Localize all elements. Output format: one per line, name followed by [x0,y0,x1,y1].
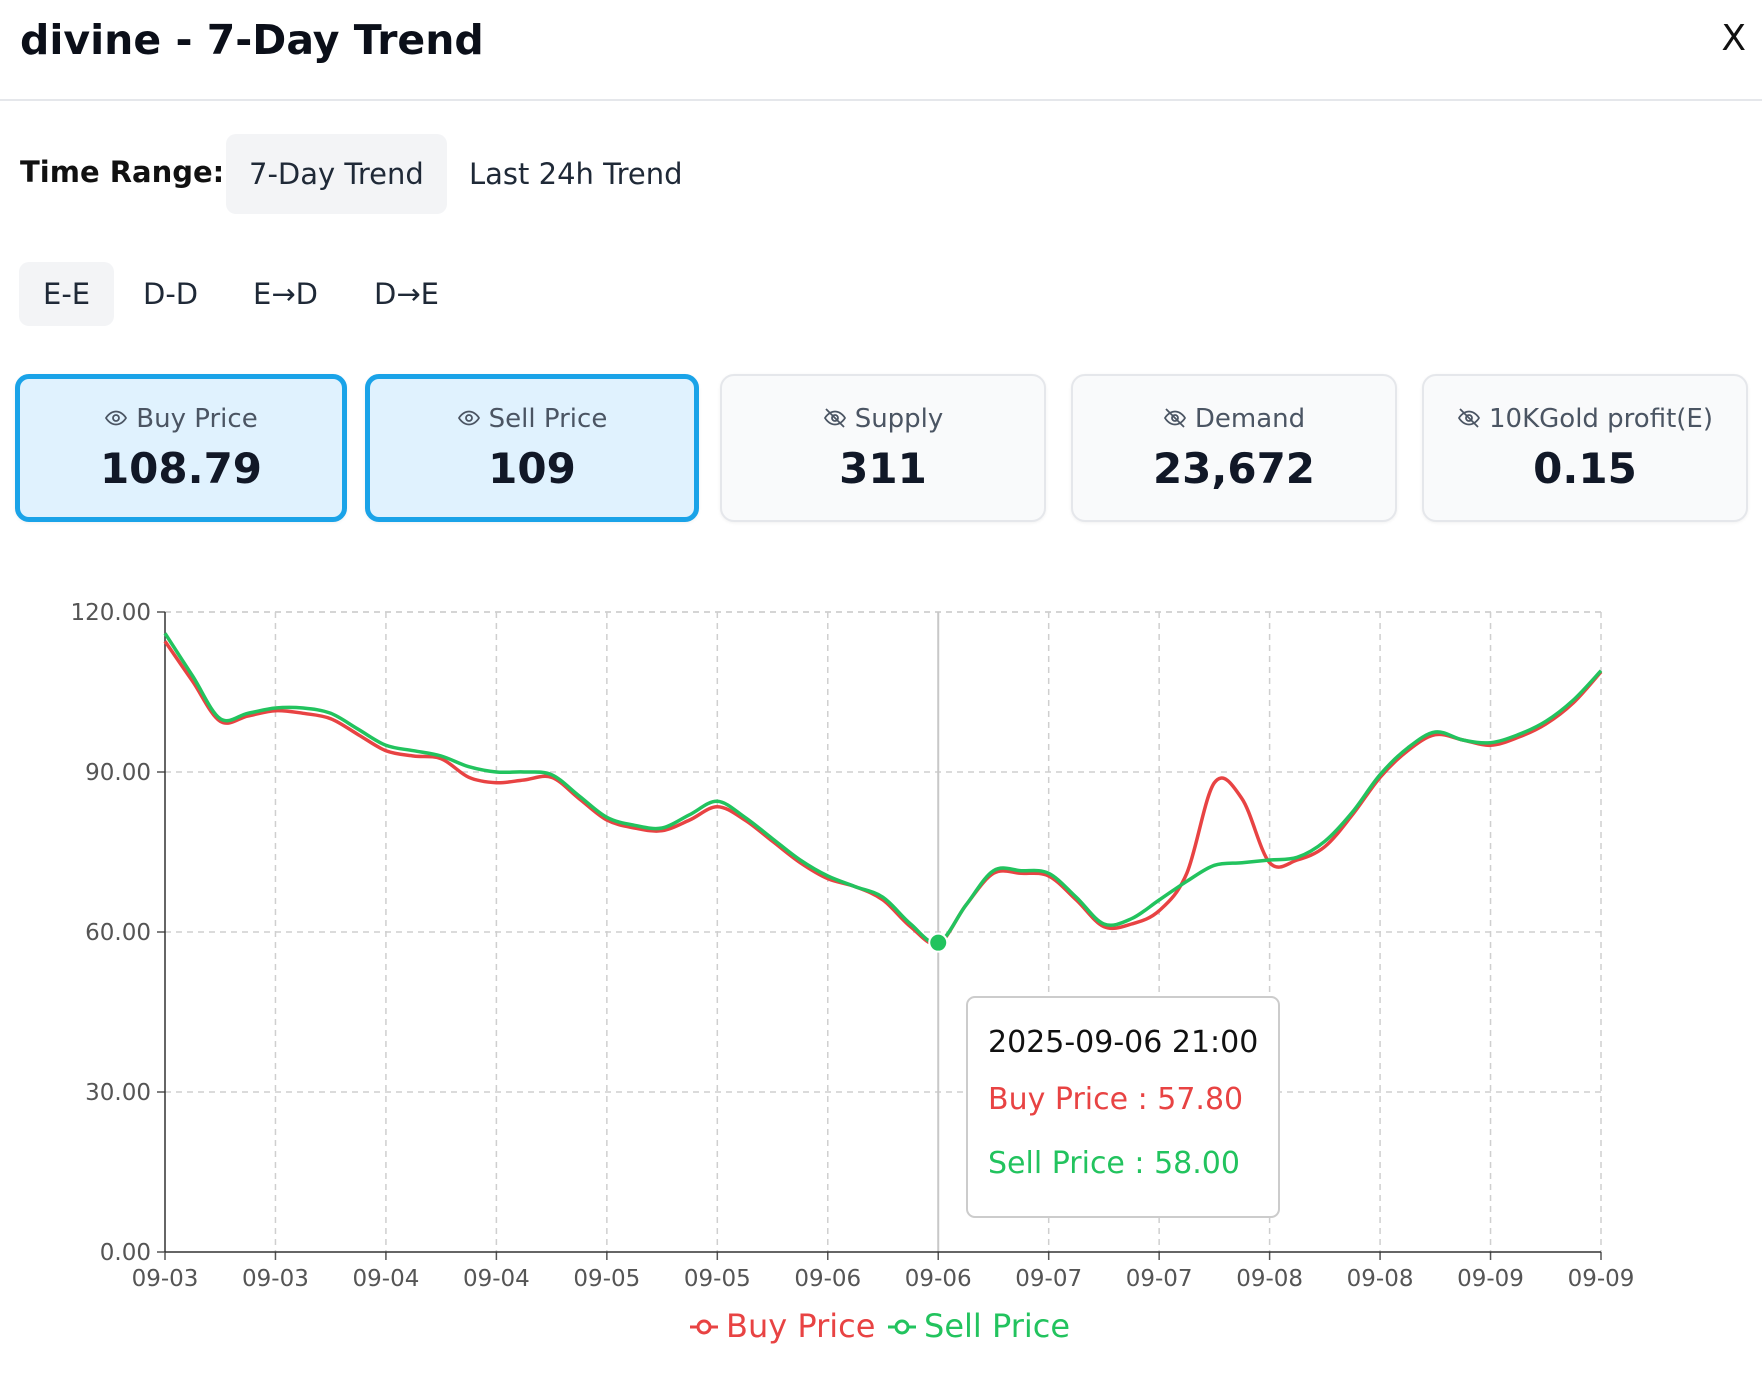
tab-last-24h-trend[interactable]: Last 24h Trend [469,157,683,191]
stat-label: Demand [1194,404,1306,434]
eye-off-icon [823,408,846,428]
mode-d-to-e-button[interactable]: D→E [374,277,439,311]
y-tick-label: 120.00 [71,600,151,626]
legend-item: Buy Price [690,1307,875,1345]
y-tick-label: 0.00 [100,1240,151,1266]
mode-d-d-button[interactable]: D-D [143,277,199,311]
x-tick-label: 09-08 [1347,1266,1414,1292]
tooltip-row: Buy Price : 57.80 [988,1082,1243,1117]
legend-label: Sell Price [924,1307,1070,1345]
tooltip-title: 2025-09-06 21:00 [988,1025,1258,1060]
stat-value: 0.15 [1533,444,1637,493]
x-tick-label: 09-06 [794,1266,861,1292]
legend-marker [696,1319,712,1335]
tab-7-day-trend[interactable]: 7-Day Trend [226,134,447,214]
y-tick-label: 90.00 [85,760,151,786]
y-tick-label: 30.00 [85,1080,151,1106]
mode-e-e-button[interactable]: E-E [19,262,115,326]
x-tick-label: 09-03 [132,1266,199,1292]
stat-card-demand[interactable]: Demand 23,672 [1071,374,1397,522]
legend-item: Sell Price [888,1307,1070,1345]
x-tick-label: 09-05 [684,1266,751,1292]
time-range-label: Time Range: [20,155,225,189]
modal-title: divine - 7-Day Trend [20,16,484,64]
x-tick-label: 09-05 [573,1266,640,1292]
y-tick-label: 60.00 [85,920,151,946]
tooltip-box [966,996,1280,1218]
x-tick-label: 09-04 [463,1266,530,1292]
eye-off-icon [1163,408,1186,428]
eye-icon [105,410,128,426]
tooltip-row: Sell Price : 58.00 [988,1146,1240,1181]
eye-off-icon [1457,408,1481,428]
x-tick-label: 09-06 [905,1266,972,1292]
stat-label: Buy Price [136,404,258,434]
legend-marker [894,1319,910,1335]
x-tick-label: 09-08 [1236,1266,1303,1292]
legend-label: Buy Price [726,1307,875,1345]
stat-label: Sell Price [488,404,608,434]
stat-card-sell-price[interactable]: Sell Price 109 [365,374,699,522]
hover-point [928,932,949,953]
stat-label: Supply [854,404,944,434]
mode-e-to-d-button[interactable]: E→D [253,277,318,311]
stat-value: 109 [488,444,576,493]
close-button[interactable]: X [1721,18,1746,59]
x-tick-label: 09-04 [353,1266,420,1292]
x-tick-label: 09-07 [1126,1266,1193,1292]
stat-card-10kgold-profit[interactable]: 10KGold profit(E) 0.15 [1422,374,1748,522]
eye-icon [457,410,480,426]
modal-header: divine - 7-Day Trend X [0,0,1762,101]
x-tick-label: 09-09 [1568,1266,1635,1292]
stat-value: 23,672 [1152,444,1316,493]
stat-value: 311 [839,444,927,493]
stat-value: 108.79 [99,444,263,493]
x-tick-label: 09-07 [1015,1266,1082,1292]
stat-card-supply[interactable]: Supply 311 [720,374,1046,522]
stat-card-buy-price[interactable]: Buy Price 108.79 [15,374,347,522]
x-tick-label: 09-09 [1457,1266,1524,1292]
x-tick-label: 09-03 [242,1266,309,1292]
stat-label: 10KGold profit(E) [1489,404,1713,434]
sell-price-line [163,632,1603,945]
